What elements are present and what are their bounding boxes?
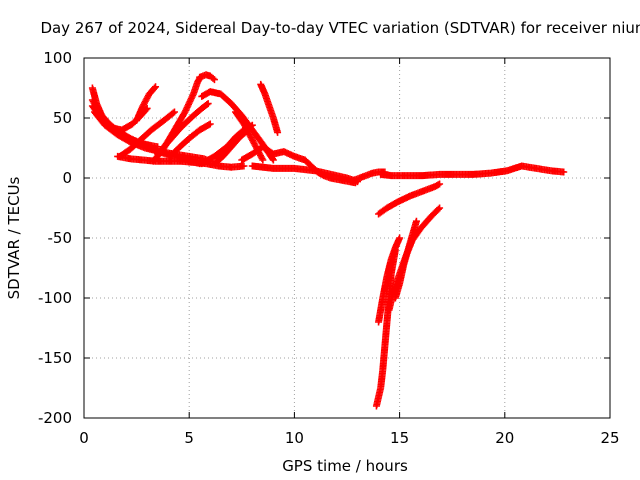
data-point: [210, 76, 218, 84]
data-point: [269, 156, 277, 164]
x-tick-label: 10: [285, 429, 304, 447]
data-point: [150, 84, 158, 92]
x-tick-label: 0: [79, 429, 89, 447]
data-point: [206, 120, 214, 128]
data-point: [240, 162, 248, 170]
series-arc-16: [238, 143, 309, 164]
data-point: [274, 128, 282, 136]
series-arc-26: [375, 180, 444, 218]
series-arc-13: [166, 120, 214, 160]
series-arc-17: [114, 152, 248, 171]
data-point: [203, 101, 211, 109]
data-points: [88, 71, 568, 410]
data-point: [412, 217, 420, 225]
series-arc-8: [196, 71, 218, 84]
data-point: [436, 204, 444, 212]
series-arc-21: [377, 162, 568, 180]
x-tick-label: 5: [184, 429, 194, 447]
data-point: [560, 168, 568, 176]
x-tick-label: 25: [600, 429, 619, 447]
y-tick-label: -200: [38, 409, 72, 427]
data-point: [170, 108, 178, 116]
series-arc-19: [301, 156, 359, 187]
y-tick-label: 100: [43, 49, 72, 67]
data-point: [204, 100, 212, 108]
data-point: [259, 156, 267, 164]
y-tick-label: -50: [48, 229, 73, 247]
series-arc-25: [391, 217, 420, 302]
chart-title: Day 267 of 2024, Sidereal Day-to-day VTE…: [40, 19, 640, 37]
data-point: [169, 109, 177, 117]
y-tick-label: 50: [53, 109, 72, 127]
series-arc-23: [375, 234, 404, 326]
x-tick-label: 15: [390, 429, 409, 447]
data-point: [152, 83, 160, 91]
x-axis-label: GPS time / hours: [282, 457, 408, 475]
series-arc-15: [257, 80, 282, 136]
series-arc-9: [154, 100, 212, 158]
axis-ticks: 0 5 10 15 20 25 -200 -150 -100 -50 0 50 100: [38, 49, 620, 447]
y-tick-label: -100: [38, 289, 72, 307]
series-arc-6: [133, 83, 160, 124]
y-tick-label: 0: [62, 169, 72, 187]
data-point: [434, 205, 442, 213]
data-point: [436, 180, 444, 188]
x-tick-label: 20: [495, 429, 514, 447]
y-axis-label: SDTVAR / TECUs: [5, 176, 23, 299]
y-tick-label: -150: [38, 349, 72, 367]
data-point: [396, 234, 404, 242]
data-point: [248, 121, 256, 129]
data-point: [209, 74, 217, 82]
